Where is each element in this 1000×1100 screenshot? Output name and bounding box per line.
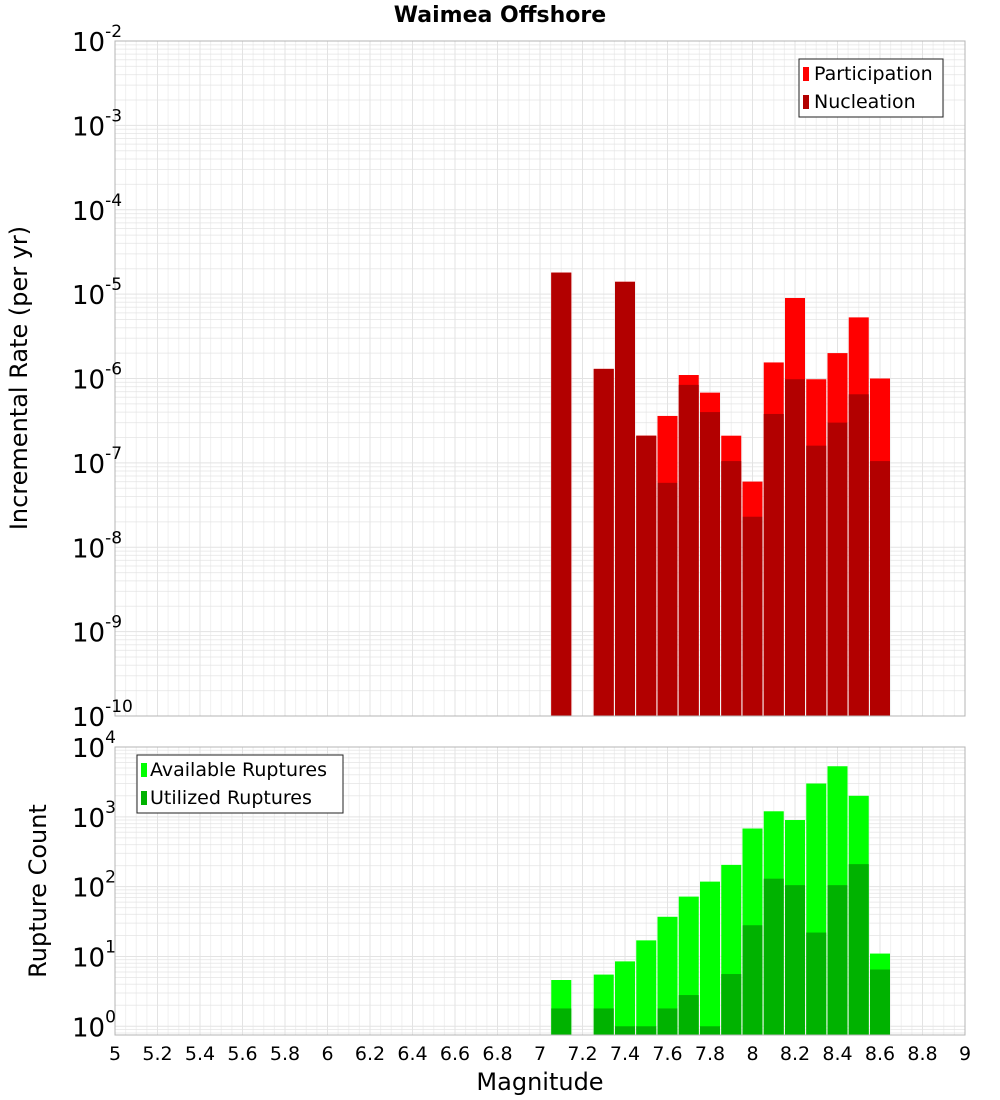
x-tick-label: 7.2 [567, 1043, 597, 1065]
bottom-bar-utilized-ruptures [870, 969, 890, 1035]
bottom-y-ticks: 100 101 102 103 104 [72, 728, 116, 1043]
top-y-tick-label: 10-4 [72, 191, 122, 227]
top-bar-nucleation [678, 384, 699, 716]
x-tick-label: 7.8 [695, 1043, 725, 1065]
legend-label-utilized: Utilized Ruptures [150, 787, 312, 809]
top-y-tick-label: 10-2 [72, 22, 122, 58]
bottom-y-tick-label: 104 [72, 728, 116, 764]
bottom-bar-utilized-ruptures [551, 1008, 572, 1035]
bottom-y-tick-label: 103 [72, 798, 116, 834]
bottom-legend-box [136, 754, 344, 814]
top-y-tick-label: 10-5 [72, 275, 122, 311]
bottom-plot-frame [114, 746, 966, 1036]
legend-swatch-utilized [141, 791, 147, 805]
x-tick-label: 5.2 [142, 1043, 172, 1065]
bottom-bars [551, 766, 890, 1035]
bottom-bar-utilized-ruptures [700, 1026, 720, 1035]
top-bar-nucleation [848, 394, 869, 716]
x-axis-ticks: 5 5.2 5.4 5.6 5.8 6 6.2 6.4 6.6 6.8 7 7.2 7.4 7.6 7.8 8… [109, 1043, 971, 1065]
x-tick-label: 5.8 [270, 1043, 300, 1065]
bottom-bar-utilized-ruptures [848, 864, 869, 1035]
x-tick-label: 5.4 [185, 1043, 215, 1065]
x-tick-label: 7.6 [652, 1043, 682, 1065]
x-tick-label: 9 [959, 1043, 971, 1065]
top-bar-nucleation [827, 422, 848, 716]
x-tick-label: 8.2 [780, 1043, 810, 1065]
x-tick-label: 7.4 [610, 1043, 640, 1065]
legend-swatch-nucleation [803, 95, 809, 109]
top-y-axis-label: Incremental Rate (per yr) [5, 226, 33, 530]
top-bar-nucleation [615, 281, 635, 716]
top-y-tick-label: 10-10 [72, 697, 133, 733]
x-axis-label: Magnitude [476, 1068, 603, 1096]
bottom-bar-utilized-ruptures [615, 1026, 635, 1035]
top-bar-nucleation [593, 368, 614, 716]
x-tick-label: 8.4 [822, 1043, 852, 1065]
bottom-bar-utilized-ruptures [806, 932, 827, 1035]
top-legend: Participation Nucleation [798, 58, 944, 118]
top-bar-nucleation [657, 482, 678, 716]
bottom-y-tick-label: 100 [72, 1007, 116, 1043]
bottom-panel: 100 101 102 103 104 Rupture Count Available … [24, 728, 966, 1043]
legend-swatch-available [141, 763, 147, 777]
top-y-tick-label: 10-6 [72, 360, 122, 396]
x-tick-label: 6.2 [355, 1043, 385, 1065]
bottom-bar-available-ruptures [615, 961, 635, 1035]
chart-title: Waimea Offshore [394, 3, 606, 28]
top-bar-nucleation [551, 272, 572, 716]
top-y-tick-label: 10-7 [72, 444, 122, 480]
legend-label-available: Available Ruptures [150, 759, 327, 781]
top-y-ticks: 10-2 10-3 10-4 10-5 10-6 10-7 10-8 10-9 10-10 [72, 22, 133, 733]
x-tick-label: 7 [534, 1043, 546, 1065]
top-bar-nucleation [742, 516, 763, 716]
bottom-bar-utilized-ruptures [785, 885, 805, 1035]
legend-swatch-participation [803, 67, 809, 81]
x-tick-label: 5 [109, 1043, 121, 1065]
x-tick-label: 8 [746, 1043, 758, 1065]
top-y-tick-label: 10-3 [72, 106, 122, 142]
top-bar-nucleation [636, 435, 657, 716]
bottom-bar-available-ruptures [657, 916, 678, 1035]
top-bar-nucleation [870, 461, 890, 716]
x-tick-label: 8.8 [907, 1043, 937, 1065]
bottom-bar-available-ruptures [636, 940, 657, 1035]
top-plot-frame [114, 40, 966, 717]
bottom-bar-utilized-ruptures [636, 1026, 657, 1035]
x-tick-label: 6.8 [482, 1043, 512, 1065]
top-bar-nucleation [785, 379, 805, 716]
bottom-y-axis-label: Rupture Count [24, 804, 52, 978]
top-bar-nucleation [700, 412, 720, 716]
bottom-bar-utilized-ruptures [721, 974, 742, 1035]
bottom-bar-utilized-ruptures [763, 878, 784, 1035]
top-y-tick-label: 10-9 [72, 613, 122, 649]
x-tick-label: 6 [321, 1043, 333, 1065]
bottom-bar-utilized-ruptures [657, 1008, 678, 1035]
bottom-bar-utilized-ruptures [593, 1008, 614, 1035]
bottom-bar-utilized-ruptures [678, 995, 699, 1035]
top-bars [551, 272, 890, 716]
bottom-y-tick-label: 101 [72, 937, 116, 973]
top-bar-nucleation [806, 445, 827, 716]
top-bar-nucleation [763, 413, 784, 716]
top-bar-nucleation [721, 461, 742, 716]
top-grid [114, 40, 966, 717]
x-tick-label: 6.6 [440, 1043, 470, 1065]
bottom-legend: Available Ruptures Utilized Ruptures [136, 754, 344, 814]
bottom-y-tick-label: 102 [72, 868, 116, 904]
x-tick-label: 5.6 [227, 1043, 257, 1065]
bottom-bar-available-ruptures [700, 881, 720, 1035]
top-y-tick-label: 10-8 [72, 528, 122, 564]
x-tick-label: 8.6 [865, 1043, 895, 1065]
bottom-bar-utilized-ruptures [827, 885, 848, 1035]
top-legend-box [798, 58, 944, 118]
bottom-bar-utilized-ruptures [742, 925, 763, 1035]
legend-label-participation: Participation [814, 63, 933, 85]
x-tick-label: 6.4 [397, 1043, 427, 1065]
legend-label-nucleation: Nucleation [814, 91, 916, 113]
top-panel: 10-2 10-3 10-4 10-5 10-6 10-7 10-8 10-9 10-10 In… [5, 22, 966, 733]
